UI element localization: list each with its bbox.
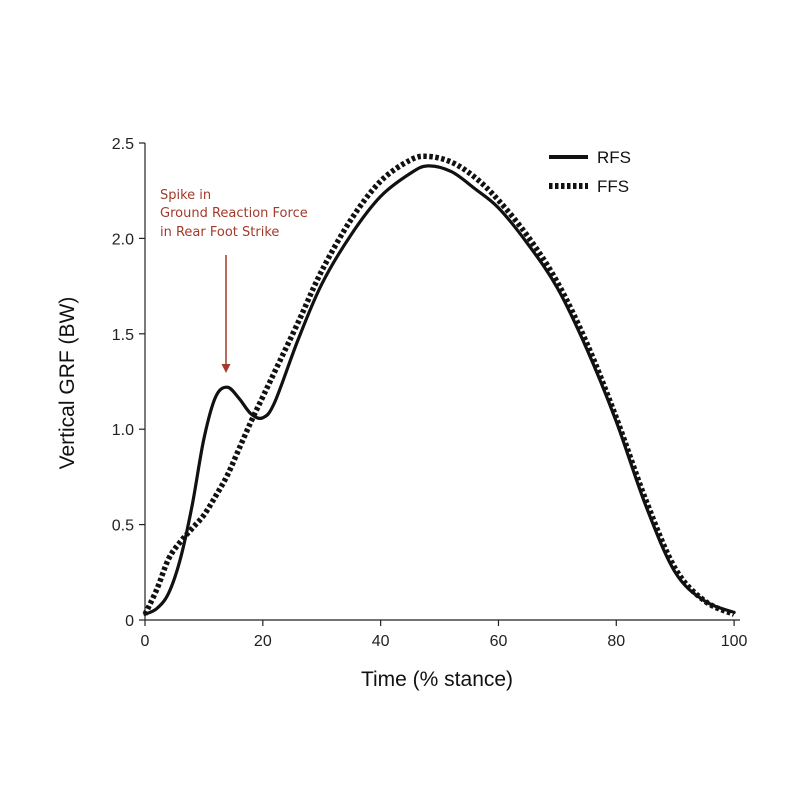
y-tick-label: 2.5: [112, 136, 134, 153]
y-tick-label: 0: [125, 613, 134, 630]
annotation-arrow-head: [221, 364, 231, 373]
x-ticks: 0 20 40 60 80 100: [141, 620, 748, 650]
axes: [144, 143, 740, 621]
y-tick-label: 0.5: [112, 518, 134, 535]
x-tick-label: 80: [607, 633, 625, 650]
legend-label-ffs: FFS: [597, 177, 629, 196]
x-tick-label: 60: [490, 633, 508, 650]
annotation-line-2: Ground Reaction Force: [160, 206, 308, 221]
x-tick-label: 20: [254, 633, 272, 650]
legend: RFS FFS: [549, 148, 631, 196]
x-tick-label: 40: [372, 633, 390, 650]
series-line-rfs: [143, 164, 736, 616]
annotation-line-3: in Rear Foot Strike: [160, 225, 279, 240]
x-tick-label: 0: [141, 633, 150, 650]
y-tick-label: 1.0: [112, 422, 134, 439]
annotation: Spike in Ground Reaction Force in Rear F…: [160, 188, 308, 373]
x-tick-label: 100: [721, 633, 748, 650]
y-axis-title: Vertical GRF (BW): [56, 297, 79, 470]
y-tick-label: 1.5: [112, 327, 134, 344]
y-ticks: 0 0.5 1.0 1.5 2.0 2.5: [112, 136, 145, 630]
legend-label-rfs: RFS: [597, 148, 631, 167]
y-tick-label: 2.0: [112, 231, 134, 248]
annotation-line-1: Spike in: [160, 188, 211, 203]
series-line-ffs: [142, 153, 736, 617]
x-axis-title: Time (% stance): [361, 668, 513, 691]
series-layer: [142, 153, 736, 617]
